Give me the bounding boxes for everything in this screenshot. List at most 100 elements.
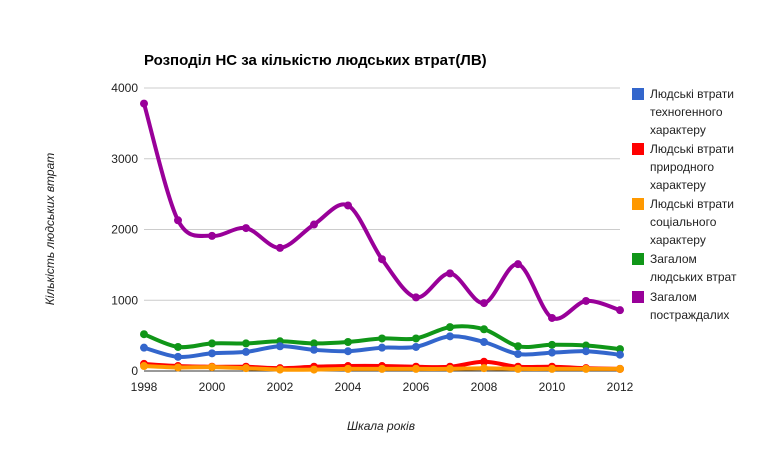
legend-label: Людські втрати: [650, 197, 734, 211]
data-point: [480, 357, 488, 366]
data-point: [514, 350, 522, 359]
data-point: [548, 340, 556, 349]
data-point: [480, 299, 488, 308]
data-point: [514, 364, 522, 373]
data-point: [446, 364, 454, 373]
data-point: [412, 334, 420, 343]
legend: Людські втратитехногенногохарактеруЛюдсь…: [632, 87, 737, 322]
legend-label: природного: [650, 160, 714, 174]
series-lines: [140, 99, 624, 374]
data-point: [378, 343, 386, 352]
data-point: [276, 243, 284, 252]
y-tick-label: 4000: [111, 81, 138, 95]
data-point: [174, 342, 182, 351]
series-line: [142, 103, 621, 321]
y-tick-label: 0: [131, 364, 138, 378]
data-point: [378, 255, 386, 264]
data-point: [310, 345, 318, 354]
legend-swatch: [632, 198, 644, 210]
legend-label: постраждалих: [650, 308, 729, 322]
data-point: [480, 325, 488, 334]
x-tick-label: 2008: [471, 380, 498, 394]
data-point: [412, 364, 420, 373]
legend-label: техногенного: [650, 105, 723, 119]
data-point: [208, 339, 216, 348]
data-point: [242, 339, 250, 348]
x-tick-label: 2006: [403, 380, 430, 394]
series-0: [140, 99, 624, 322]
data-point: [140, 362, 148, 371]
data-point: [174, 363, 182, 372]
data-point: [174, 216, 182, 225]
data-point: [276, 365, 284, 374]
data-point: [378, 364, 386, 373]
chart-title: Розподіл НС за кількістю людських втрат(…: [144, 52, 487, 69]
y-axis-ticks: 0 1000 2000 3000 4000: [111, 81, 138, 378]
legend-item: Загалом людських втрат: [632, 252, 737, 284]
legend-item: Людські втрати природного характеру: [632, 142, 734, 192]
data-point: [378, 334, 386, 343]
x-tick-label: 2012: [607, 380, 634, 394]
data-point: [208, 231, 216, 240]
data-point: [344, 364, 352, 373]
data-point: [548, 348, 556, 357]
series-2: [140, 332, 624, 361]
data-point: [616, 364, 624, 373]
series-4: [140, 362, 624, 374]
legend-label: характеру: [650, 123, 706, 137]
data-point: [276, 342, 284, 351]
legend-item: Загалом постраждалих: [632, 290, 729, 322]
data-point: [140, 343, 148, 352]
data-point: [582, 347, 590, 356]
data-point: [140, 330, 148, 339]
data-point: [310, 339, 318, 348]
data-point: [616, 345, 624, 354]
data-point: [616, 350, 624, 359]
legend-label: Людські втрати: [650, 142, 734, 156]
legend-label: соціального: [650, 215, 717, 229]
x-tick-label: 1998: [131, 380, 158, 394]
data-point: [140, 99, 148, 108]
y-tick-label: 3000: [111, 152, 138, 166]
data-point: [208, 363, 216, 372]
legend-label: характеру: [650, 178, 706, 192]
legend-label: людських втрат: [650, 270, 737, 284]
data-point: [582, 296, 590, 305]
data-point: [446, 269, 454, 278]
y-axis-title: Кількість людських втрат: [43, 153, 57, 306]
legend-label: Загалом: [650, 252, 697, 266]
legend-label: характеру: [650, 233, 706, 247]
data-point: [514, 342, 522, 351]
data-point: [582, 341, 590, 350]
data-point: [242, 347, 250, 356]
data-point: [344, 201, 352, 210]
y-tick-label: 1000: [111, 293, 138, 307]
data-point: [242, 224, 250, 233]
x-axis-title: Шкала років: [347, 419, 415, 433]
x-tick-label: 2002: [267, 380, 294, 394]
legend-swatch: [632, 88, 644, 100]
data-point: [310, 220, 318, 229]
data-point: [412, 293, 420, 302]
data-point: [582, 364, 590, 373]
legend-swatch: [632, 143, 644, 155]
data-point: [446, 332, 454, 341]
data-point: [242, 364, 250, 373]
data-point: [446, 323, 454, 332]
legend-label: Загалом: [650, 290, 697, 304]
data-point: [310, 365, 318, 374]
data-point: [208, 349, 216, 358]
data-point: [548, 313, 556, 322]
data-point: [548, 364, 556, 373]
data-point: [480, 337, 488, 346]
legend-swatch: [632, 291, 644, 303]
x-tick-label: 2010: [539, 380, 566, 394]
legend-label: Людські втрати: [650, 87, 734, 101]
x-tick-label: 2004: [335, 380, 362, 394]
data-point: [344, 337, 352, 346]
data-point: [174, 352, 182, 361]
x-tick-label: 2000: [199, 380, 226, 394]
legend-item: Людські втрати техногенного характеру: [632, 87, 734, 137]
gridlines: [144, 87, 620, 372]
